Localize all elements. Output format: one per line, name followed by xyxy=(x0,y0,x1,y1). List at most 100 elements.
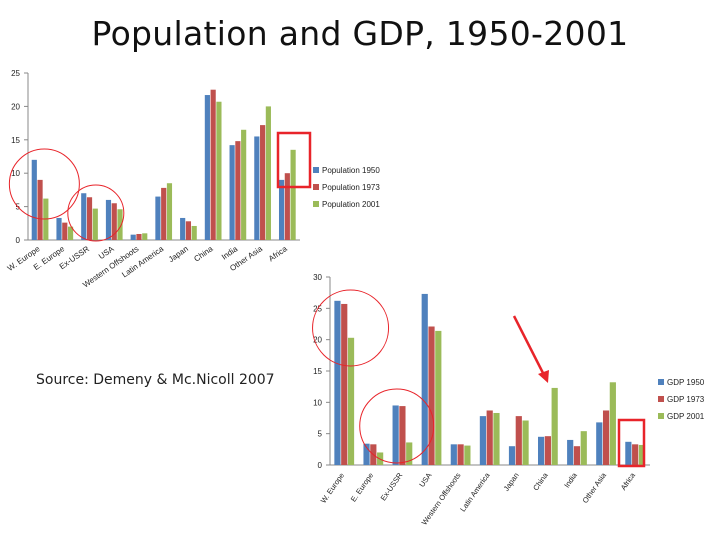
bar-gdp-1973-china xyxy=(544,436,551,465)
highlight-circle-w-europe-gdp xyxy=(312,289,390,367)
bar-population-1973-western-offshoots xyxy=(136,233,142,240)
bar-gdp-1973-usa xyxy=(428,326,435,465)
y-tick-label: 15 xyxy=(11,136,20,145)
y-tick-label: 25 xyxy=(11,69,20,78)
bar-gdp-1973-western-offshoots xyxy=(457,444,464,465)
bar-population-2001-japan xyxy=(191,225,197,240)
legend-label: Population 1950 xyxy=(322,166,380,175)
bar-population-2001-india xyxy=(241,129,247,240)
bar-gdp-2001-china xyxy=(551,387,558,465)
bar-gdp-2001-africa xyxy=(638,444,646,465)
page-title: Population and GDP, 1950-2001 xyxy=(91,14,629,53)
category-label: USA xyxy=(417,471,433,489)
bar-population-1973-china xyxy=(210,89,216,240)
bar-population-2001-usa xyxy=(117,209,123,240)
category-label: Other Asia xyxy=(581,470,609,505)
bar-gdp-2001-ex-ussr xyxy=(406,442,413,465)
highlight-circle-ex-ussr xyxy=(67,184,125,242)
bar-population-1973-other-asia xyxy=(260,125,266,240)
bar-gdp-1950-africa xyxy=(625,441,632,465)
bar-population-1950-india xyxy=(229,145,235,240)
category-label: W. Europe xyxy=(319,471,346,505)
bar-gdp-1973-w-europe xyxy=(341,303,348,465)
category-label: Japan xyxy=(502,471,521,493)
bar-population-2001-western-offshoots xyxy=(142,233,148,240)
bar-gdp-2001-japan xyxy=(522,420,529,465)
bar-gdp-1950-w-europe xyxy=(334,300,341,465)
bar-gdp-1950-india xyxy=(567,439,574,465)
y-tick-label: 10 xyxy=(11,169,20,178)
bar-gdp-2001-western-offshoots xyxy=(464,445,471,465)
bar-gdp-1973-africa xyxy=(632,444,639,465)
legend-swatch-population-1973 xyxy=(313,184,319,190)
highlight-circle-ex-ussr-gdp xyxy=(359,388,435,464)
y-tick-label: 20 xyxy=(11,102,20,111)
bar-population-1950-japan xyxy=(180,217,186,240)
category-label: India xyxy=(562,470,579,489)
category-label: Ex-USSR xyxy=(379,471,405,503)
bar-gdp-2001-usa xyxy=(435,330,442,465)
bar-population-1973-africa xyxy=(284,173,290,240)
bar-gdp-1950-latin-america xyxy=(479,416,487,465)
legend-label: GDP 1950 xyxy=(667,378,705,387)
bar-population-1973-india xyxy=(235,141,241,240)
legend-swatch-gdp-2001 xyxy=(658,413,664,419)
category-label: China xyxy=(531,470,550,492)
bar-population-2001-e-europe xyxy=(67,226,74,240)
bar-gdp-1950-ex-ussr xyxy=(392,405,399,465)
bar-gdp-1950-e-europe xyxy=(363,443,370,465)
bar-population-1973-latin-america xyxy=(161,187,167,240)
y-tick-label: 5 xyxy=(318,430,323,439)
highlight-box-africa-population xyxy=(276,131,312,189)
y-tick-label: 20 xyxy=(313,336,322,345)
bar-gdp-1950-china xyxy=(538,436,545,465)
legend-swatch-population-1950 xyxy=(313,167,319,173)
y-tick-label: 15 xyxy=(313,367,322,376)
bar-gdp-1973-india xyxy=(573,446,581,465)
bar-gdp-1973-japan xyxy=(515,416,522,465)
category-label: Africa xyxy=(619,470,638,492)
legend-label: Population 2001 xyxy=(322,200,380,209)
bar-population-2001-ex-ussr xyxy=(92,208,98,240)
bar-population-1950-usa xyxy=(105,199,112,240)
bar-gdp-1973-ex-ussr xyxy=(399,406,406,465)
bar-gdp-1973-latin-america xyxy=(486,410,493,465)
y-tick-label: 30 xyxy=(313,273,322,282)
bar-gdp-1950-japan xyxy=(508,446,516,465)
bar-population-2001-other-asia xyxy=(265,106,271,241)
highlight-box-africa-gdp xyxy=(617,418,646,468)
bar-population-1950-africa xyxy=(278,179,285,240)
highlight-arrow-china xyxy=(512,315,546,376)
bar-population-1973-japan xyxy=(185,221,192,240)
bar-population-1950-e-europe xyxy=(56,217,62,240)
bar-population-1950-w-europe xyxy=(31,159,37,240)
bar-population-2001-africa xyxy=(290,149,296,240)
bar-gdp-2001-other-asia xyxy=(609,382,616,465)
bar-gdp-2001-latin-america xyxy=(493,412,500,465)
bar-gdp-2001-india xyxy=(580,431,587,465)
bar-population-1950-ex-ussr xyxy=(81,193,87,240)
bar-population-2001-china xyxy=(216,101,222,240)
category-label: E. Europe xyxy=(349,471,376,503)
bar-population-1973-ex-ussr xyxy=(86,197,93,240)
bar-gdp-1973-other-asia xyxy=(602,410,610,465)
y-tick-label: 0 xyxy=(16,236,21,245)
bar-population-1950-latin-america xyxy=(155,196,161,240)
bar-population-1950-china xyxy=(204,95,210,240)
legend-label: GDP 2001 xyxy=(667,412,705,421)
bar-population-1973-e-europe xyxy=(62,222,68,240)
bar-gdp-1950-other-asia xyxy=(596,422,603,465)
bar-gdp-1950-western-offshoots xyxy=(450,444,457,465)
bar-population-2001-latin-america xyxy=(166,183,173,240)
highlight-arrowhead-china xyxy=(538,370,549,383)
legend-label: Population 1973 xyxy=(322,183,380,192)
bar-population-1950-other-asia xyxy=(254,136,260,240)
bar-population-1973-w-europe xyxy=(37,179,43,240)
y-tick-label: 0 xyxy=(318,461,323,470)
bar-gdp-1950-usa xyxy=(421,293,428,465)
bar-gdp-2001-w-europe xyxy=(347,337,355,465)
legend-label: GDP 1973 xyxy=(667,395,705,404)
legend-swatch-population-2001 xyxy=(313,201,319,207)
